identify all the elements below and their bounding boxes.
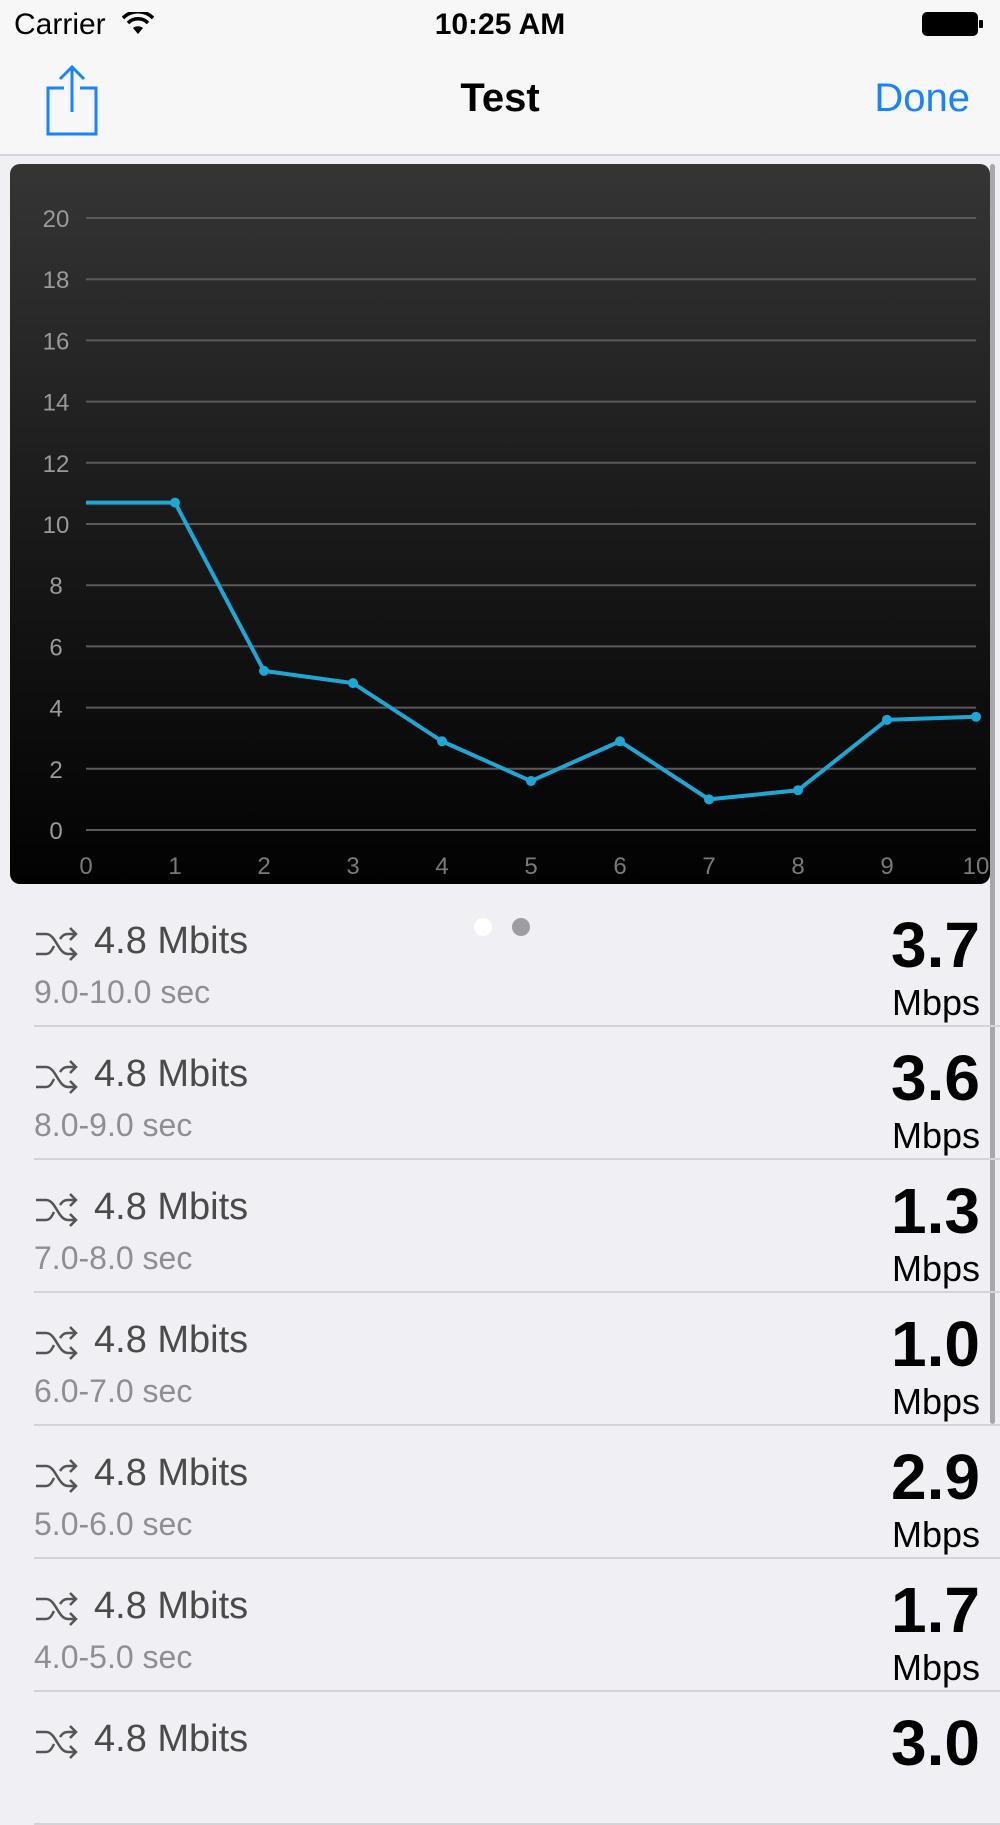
shuffle-icon — [36, 1459, 78, 1493]
row-speed: 3.7 — [891, 909, 980, 981]
row-interval: 4.0-5.0 sec — [34, 1639, 193, 1675]
x-tick-label: 5 — [524, 853, 537, 880]
page-title: Test — [460, 76, 540, 120]
row-size: 4.8 Mbits — [94, 1186, 249, 1228]
row-size: 4.8 Mbits — [94, 1718, 249, 1760]
list-item[interactable]: 4.8 Mbits 4.0-5.0 sec 1.7 Mbps — [34, 1559, 1000, 1692]
x-tick-label: 2 — [257, 853, 270, 880]
data-point — [793, 785, 803, 796]
page-dot-2[interactable] — [512, 918, 530, 936]
y-tick-label: 16 — [43, 328, 70, 355]
row-speed: 1.0 — [891, 1308, 980, 1380]
share-icon[interactable] — [44, 64, 100, 136]
x-tick-label: 6 — [613, 853, 626, 880]
y-tick-label: 14 — [43, 390, 70, 417]
row-size: 4.8 Mbits — [94, 1319, 249, 1361]
shuffle-icon — [36, 927, 78, 961]
data-point — [170, 497, 180, 508]
scroll-indicator[interactable] — [990, 164, 995, 1424]
row-size: 4.8 Mbits — [94, 920, 249, 962]
navigation-bar: Test Done — [0, 50, 1000, 156]
y-tick-label: 6 — [49, 634, 62, 661]
row-interval: 5.0-6.0 sec — [34, 1506, 193, 1542]
row-speed: 3.0 — [891, 1707, 980, 1779]
results-list: 4.8 Mbits 9.0-10.0 sec 3.7 Mbps 4.8 Mbit… — [0, 894, 1000, 1825]
shuffle-icon — [36, 1725, 78, 1759]
carrier-label: Carrier — [14, 8, 106, 41]
row-speed: 1.3 — [891, 1175, 980, 1247]
row-size: 4.8 Mbits — [94, 1452, 249, 1494]
x-tick-label: 9 — [880, 853, 893, 880]
y-tick-label: 0 — [49, 818, 62, 845]
data-point — [704, 794, 714, 805]
y-tick-label: 8 — [49, 573, 62, 600]
status-time: 10:25 AM — [434, 8, 566, 41]
data-point — [259, 665, 269, 676]
data-point — [437, 736, 447, 747]
list-item[interactable]: 4.8 Mbits 3.0 — [34, 1692, 1000, 1825]
row-size: 4.8 Mbits — [94, 1053, 249, 1095]
y-tick-label: 10 — [43, 512, 70, 539]
row-unit: Mbps — [891, 1647, 980, 1688]
data-point — [971, 711, 981, 722]
y-tick-label: 4 — [49, 696, 62, 723]
y-tick-label: 18 — [43, 267, 70, 294]
x-tick-label: 10 — [963, 853, 990, 880]
data-point — [882, 714, 892, 725]
y-tick-label: 2 — [49, 757, 62, 784]
series-line — [86, 500, 977, 802]
shuffle-icon — [36, 1326, 78, 1360]
shuffle-icon — [36, 1193, 78, 1227]
list-item[interactable]: 4.8 Mbits 5.0-6.0 sec 2.9 Mbps — [34, 1426, 1000, 1559]
row-interval: 9.0-10.0 sec — [34, 974, 211, 1010]
page-dot-1[interactable] — [474, 918, 492, 936]
y-tick-label: 20 — [43, 206, 70, 233]
row-interval: 6.0-7.0 sec — [34, 1373, 193, 1409]
list-item[interactable]: 4.8 Mbits 9.0-10.0 sec 3.7 Mbps — [34, 894, 1000, 1027]
shuffle-icon — [36, 1060, 78, 1094]
list-item[interactable]: 4.8 Mbits 8.0-9.0 sec 3.6 Mbps — [34, 1027, 1000, 1160]
x-tick-label: 0 — [79, 853, 92, 880]
row-size: 4.8 Mbits — [94, 1585, 249, 1627]
row-unit: Mbps — [891, 982, 980, 1023]
row-unit: Mbps — [891, 1248, 980, 1289]
row-interval: 8.0-9.0 sec — [34, 1107, 193, 1143]
data-point — [348, 678, 358, 689]
row-unit: Mbps — [891, 1514, 980, 1555]
row-unit: Mbps — [891, 1115, 980, 1156]
y-tick-label: 12 — [43, 451, 70, 478]
row-speed: 2.9 — [891, 1441, 980, 1513]
page-control[interactable] — [470, 918, 540, 938]
wifi-icon — [122, 12, 154, 34]
x-tick-label: 3 — [346, 853, 359, 880]
shuffle-icon — [36, 1592, 78, 1626]
x-tick-label: 1 — [168, 853, 181, 880]
data-point — [526, 776, 536, 787]
list-item[interactable]: 4.8 Mbits 6.0-7.0 sec 1.0 Mbps — [34, 1293, 1000, 1426]
row-speed: 1.7 — [891, 1574, 980, 1646]
row-speed: 3.6 — [891, 1042, 980, 1114]
list-item[interactable]: 4.8 Mbits 7.0-8.0 sec 1.3 Mbps — [34, 1160, 1000, 1293]
speed-chart[interactable]: 0 2 4 6 8 10 12 14 16 18 20 0 1 2 3 4 5 6 7 8 9 10 — [10, 164, 990, 884]
data-point — [615, 736, 625, 747]
row-interval: 7.0-8.0 sec — [34, 1240, 193, 1276]
done-button[interactable]: Done — [874, 76, 970, 120]
x-tick-label: 4 — [435, 853, 448, 880]
battery-icon — [922, 12, 983, 36]
row-unit: Mbps — [891, 1381, 980, 1422]
x-tick-label: 7 — [702, 853, 715, 880]
status-bar: Carrier 10:25 AM — [0, 0, 1000, 50]
x-tick-label: 8 — [791, 853, 804, 880]
